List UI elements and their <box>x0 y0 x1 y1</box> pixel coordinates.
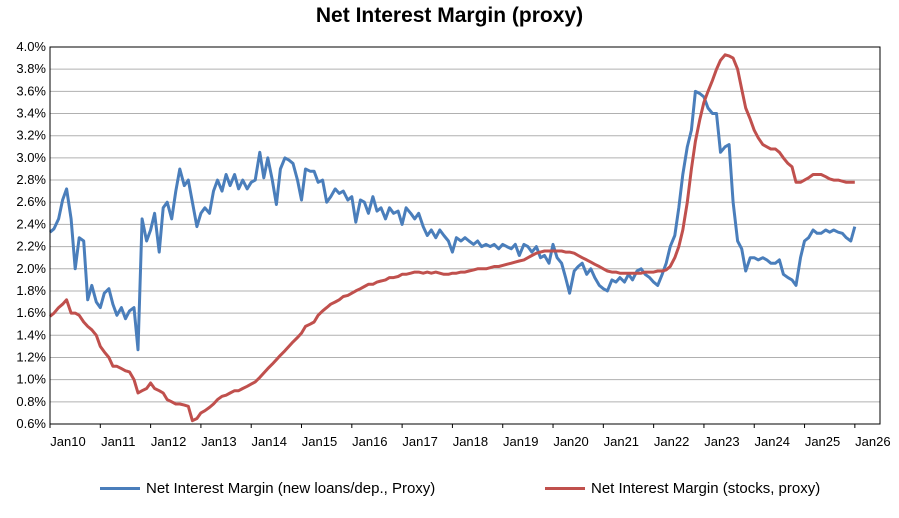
x-tick-label: Jan18 <box>453 434 488 449</box>
x-tick-label: Jan25 <box>805 434 840 449</box>
y-tick-label: 1.0% <box>16 372 46 387</box>
series-lines <box>49 53 857 423</box>
y-tick-label: 2.6% <box>16 194 46 209</box>
x-tick-label: Jan10 <box>50 434 85 449</box>
chart-legend: Net Interest Margin (new loans/dep., Pro… <box>0 480 899 510</box>
y-tick-label: 1.8% <box>16 283 46 298</box>
y-tick-label: 2.4% <box>16 216 46 231</box>
y-tick-label: 3.6% <box>16 83 46 98</box>
y-tick-label: 3.8% <box>16 61 46 76</box>
x-tick-label: Jan19 <box>503 434 538 449</box>
legend-label: Net Interest Margin (stocks, proxy) <box>591 480 821 497</box>
y-tick-label: 1.2% <box>16 349 46 364</box>
legend-swatch <box>545 487 585 490</box>
x-tick-label: Jan20 <box>553 434 588 449</box>
y-tick-label: 1.6% <box>16 305 46 320</box>
x-tick-label: Jan23 <box>704 434 739 449</box>
legend-item-1: Net Interest Margin (new loans/dep., Pro… <box>100 480 435 497</box>
x-tick-label: Jan22 <box>654 434 689 449</box>
x-tick-label: Jan12 <box>151 434 186 449</box>
gridlines <box>50 46 880 425</box>
y-tick-label: 2.8% <box>16 172 46 187</box>
line-chart: 0.6% 0.8% 1.0% 1.2% 1.4% 1.6% 1.8% 2.0% 2.2% 2.4%… <box>16 39 891 449</box>
y-tick-label: 3.0% <box>16 150 46 165</box>
x-tick-label: Jan21 <box>604 434 639 449</box>
y-tick-label: 0.8% <box>16 394 46 409</box>
y-tick-label: 1.4% <box>16 327 46 342</box>
series-line-1 <box>49 89 857 352</box>
x-tick-label: Jan13 <box>201 434 236 449</box>
y-tick-label: 3.2% <box>16 128 46 143</box>
x-tick-label: Jan26 <box>855 434 890 449</box>
chart-title: Net Interest Margin (proxy) <box>315 4 584 27</box>
y-axis-tick-labels: 0.6% 0.8% 1.0% 1.2% 1.4% 1.6% 1.8% 2.0% 2.2% 2.4%… <box>16 39 46 431</box>
y-tick-label: 4.0% <box>16 39 46 54</box>
x-tick-label: Jan17 <box>402 434 437 449</box>
x-tick-label: Jan14 <box>252 434 287 449</box>
y-tick-label: 2.2% <box>16 239 46 254</box>
x-axis-tick-labels: Jan10 Jan11 Jan12 Jan13 Jan14 Jan15 Jan16 Jan17… <box>49 424 891 449</box>
legend-label: Net Interest Margin (new loans/dep., Pro… <box>146 480 436 497</box>
x-tick-label: Jan11 <box>101 434 135 449</box>
x-tick-label: Jan16 <box>352 434 387 449</box>
x-tick-label: Jan15 <box>302 434 337 449</box>
y-tick-label: 2.0% <box>16 261 46 276</box>
y-tick-label: 3.4% <box>16 106 46 121</box>
plot-area-frame <box>49 46 881 425</box>
legend-item-2: Net Interest Margin (stocks, proxy) <box>545 480 820 497</box>
series-line-2 <box>49 53 855 423</box>
legend-swatch <box>100 487 140 490</box>
y-tick-label: 0.6% <box>16 416 46 431</box>
x-tick-label: Jan24 <box>755 434 790 449</box>
